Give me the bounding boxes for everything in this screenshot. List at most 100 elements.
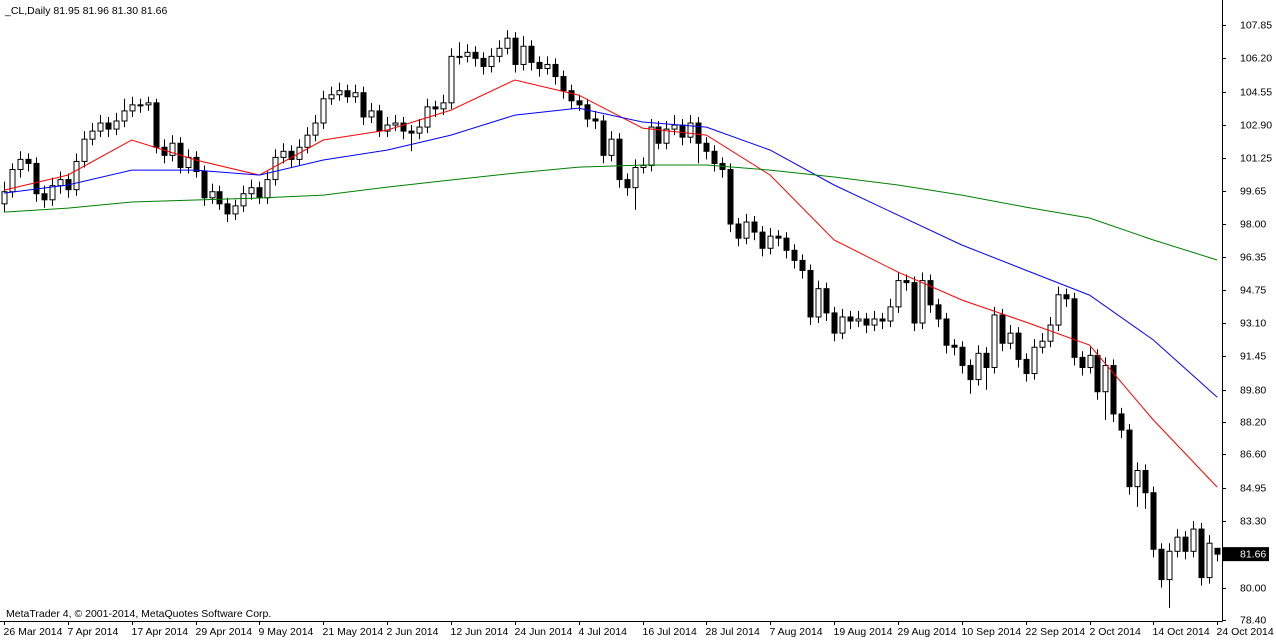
candle-body (232, 205, 239, 215)
candle-body (432, 106, 439, 110)
candle-body (536, 61, 543, 69)
candle-body (264, 179, 271, 199)
candle-body (216, 191, 223, 205)
candle-body (735, 223, 742, 239)
candle-body (887, 306, 894, 322)
candle-body (1094, 354, 1101, 393)
candle-body (320, 98, 327, 124)
candle-body (193, 156, 200, 173)
candle-body (352, 92, 359, 98)
y-tick-label: 84.95 (1240, 482, 1266, 494)
candle-body (624, 179, 631, 189)
x-tick-label: 17 Apr 2014 (132, 626, 189, 638)
x-tick-label: 29 Apr 2014 (196, 626, 253, 638)
y-tick-label: 94.75 (1240, 284, 1266, 296)
candle-body (951, 344, 958, 348)
moving-average (3, 164, 1218, 261)
x-tick-label: 22 Sep 2014 (1026, 626, 1086, 638)
candle-body (456, 55, 463, 58)
candle-body (863, 318, 870, 326)
moving-average (3, 79, 1218, 488)
candle-body (775, 235, 782, 239)
candle-body (919, 280, 926, 324)
candle-body (113, 120, 120, 130)
y-tick-label: 93.10 (1240, 317, 1266, 329)
candle-body (376, 110, 383, 132)
candle-body (33, 162, 40, 195)
candle-body (1079, 356, 1086, 368)
candle-body (1015, 332, 1022, 360)
y-tick-label: 80.00 (1240, 582, 1266, 594)
candle-body (616, 138, 623, 181)
candle-body (1031, 346, 1038, 375)
chart-title: _CL,Daily 81.95 81.96 81.30 81.66 (4, 5, 167, 17)
candle-body (440, 102, 447, 110)
candle-body (975, 352, 982, 381)
candle-body (592, 118, 599, 122)
candle-body (1102, 364, 1109, 393)
candle-body (991, 314, 998, 368)
candle-body (169, 142, 176, 156)
x-tick-label: 26 Mar 2014 (4, 626, 63, 638)
y-tick-label: 91.45 (1240, 350, 1266, 362)
candle-body (584, 104, 591, 120)
candle-body (679, 124, 686, 138)
candle-body (967, 364, 974, 381)
candle-body (304, 134, 311, 148)
candle-body (1039, 340, 1046, 348)
x-tick-label: 14 Oct 2014 (1153, 626, 1210, 638)
candle-body (137, 104, 144, 107)
y-tick-label: 106.20 (1240, 52, 1272, 64)
x-tick-label: 29 Aug 2014 (898, 626, 957, 638)
candle-body (632, 166, 639, 189)
candle-body (520, 45, 527, 65)
y-tick-label: 107.85 (1240, 19, 1272, 31)
candle-body (767, 235, 774, 249)
candle-body (663, 128, 670, 144)
candle-body (943, 318, 950, 346)
candle-body (488, 55, 495, 67)
candle-body (185, 156, 192, 168)
candle-body (89, 130, 96, 140)
candle-body (1206, 542, 1213, 579)
candle-body (1150, 492, 1157, 550)
candle-body (344, 90, 351, 98)
candle-body (695, 122, 702, 144)
candle-body (504, 37, 511, 49)
candle-body (240, 193, 247, 207)
y-tick-label: 98.00 (1240, 218, 1266, 230)
candle-body (480, 57, 487, 67)
candle-body (1182, 536, 1189, 552)
candle-body (759, 231, 766, 249)
last-price-box (1223, 547, 1269, 562)
candle-body (847, 316, 854, 322)
candle-body (823, 288, 830, 314)
candle-body (1174, 536, 1181, 552)
candle-body (384, 124, 391, 132)
candle-body (1063, 294, 1070, 300)
candle-body (791, 249, 798, 261)
x-tick-label: 10 Sep 2014 (962, 626, 1022, 638)
y-tick-label: 101.25 (1240, 152, 1272, 164)
x-tick-label: 9 May 2014 (259, 626, 314, 638)
x-tick-label: 21 May 2014 (323, 626, 384, 638)
candle-body (49, 185, 56, 201)
x-tick-label: 4 Jul 2014 (579, 626, 628, 638)
candle-body (312, 122, 319, 136)
candle-body (1142, 469, 1149, 494)
candle-body (640, 164, 647, 168)
candle-body (935, 304, 942, 320)
y-tick-label: 88.20 (1240, 416, 1266, 428)
candle-body (224, 203, 231, 215)
candle-body (1134, 469, 1141, 488)
candle-body (1055, 294, 1062, 326)
candle-body (711, 150, 718, 164)
moving-average (3, 107, 1218, 398)
candle-body (41, 193, 48, 201)
candle-body (831, 312, 838, 334)
candle-body (81, 138, 88, 162)
candle-body (655, 126, 662, 144)
